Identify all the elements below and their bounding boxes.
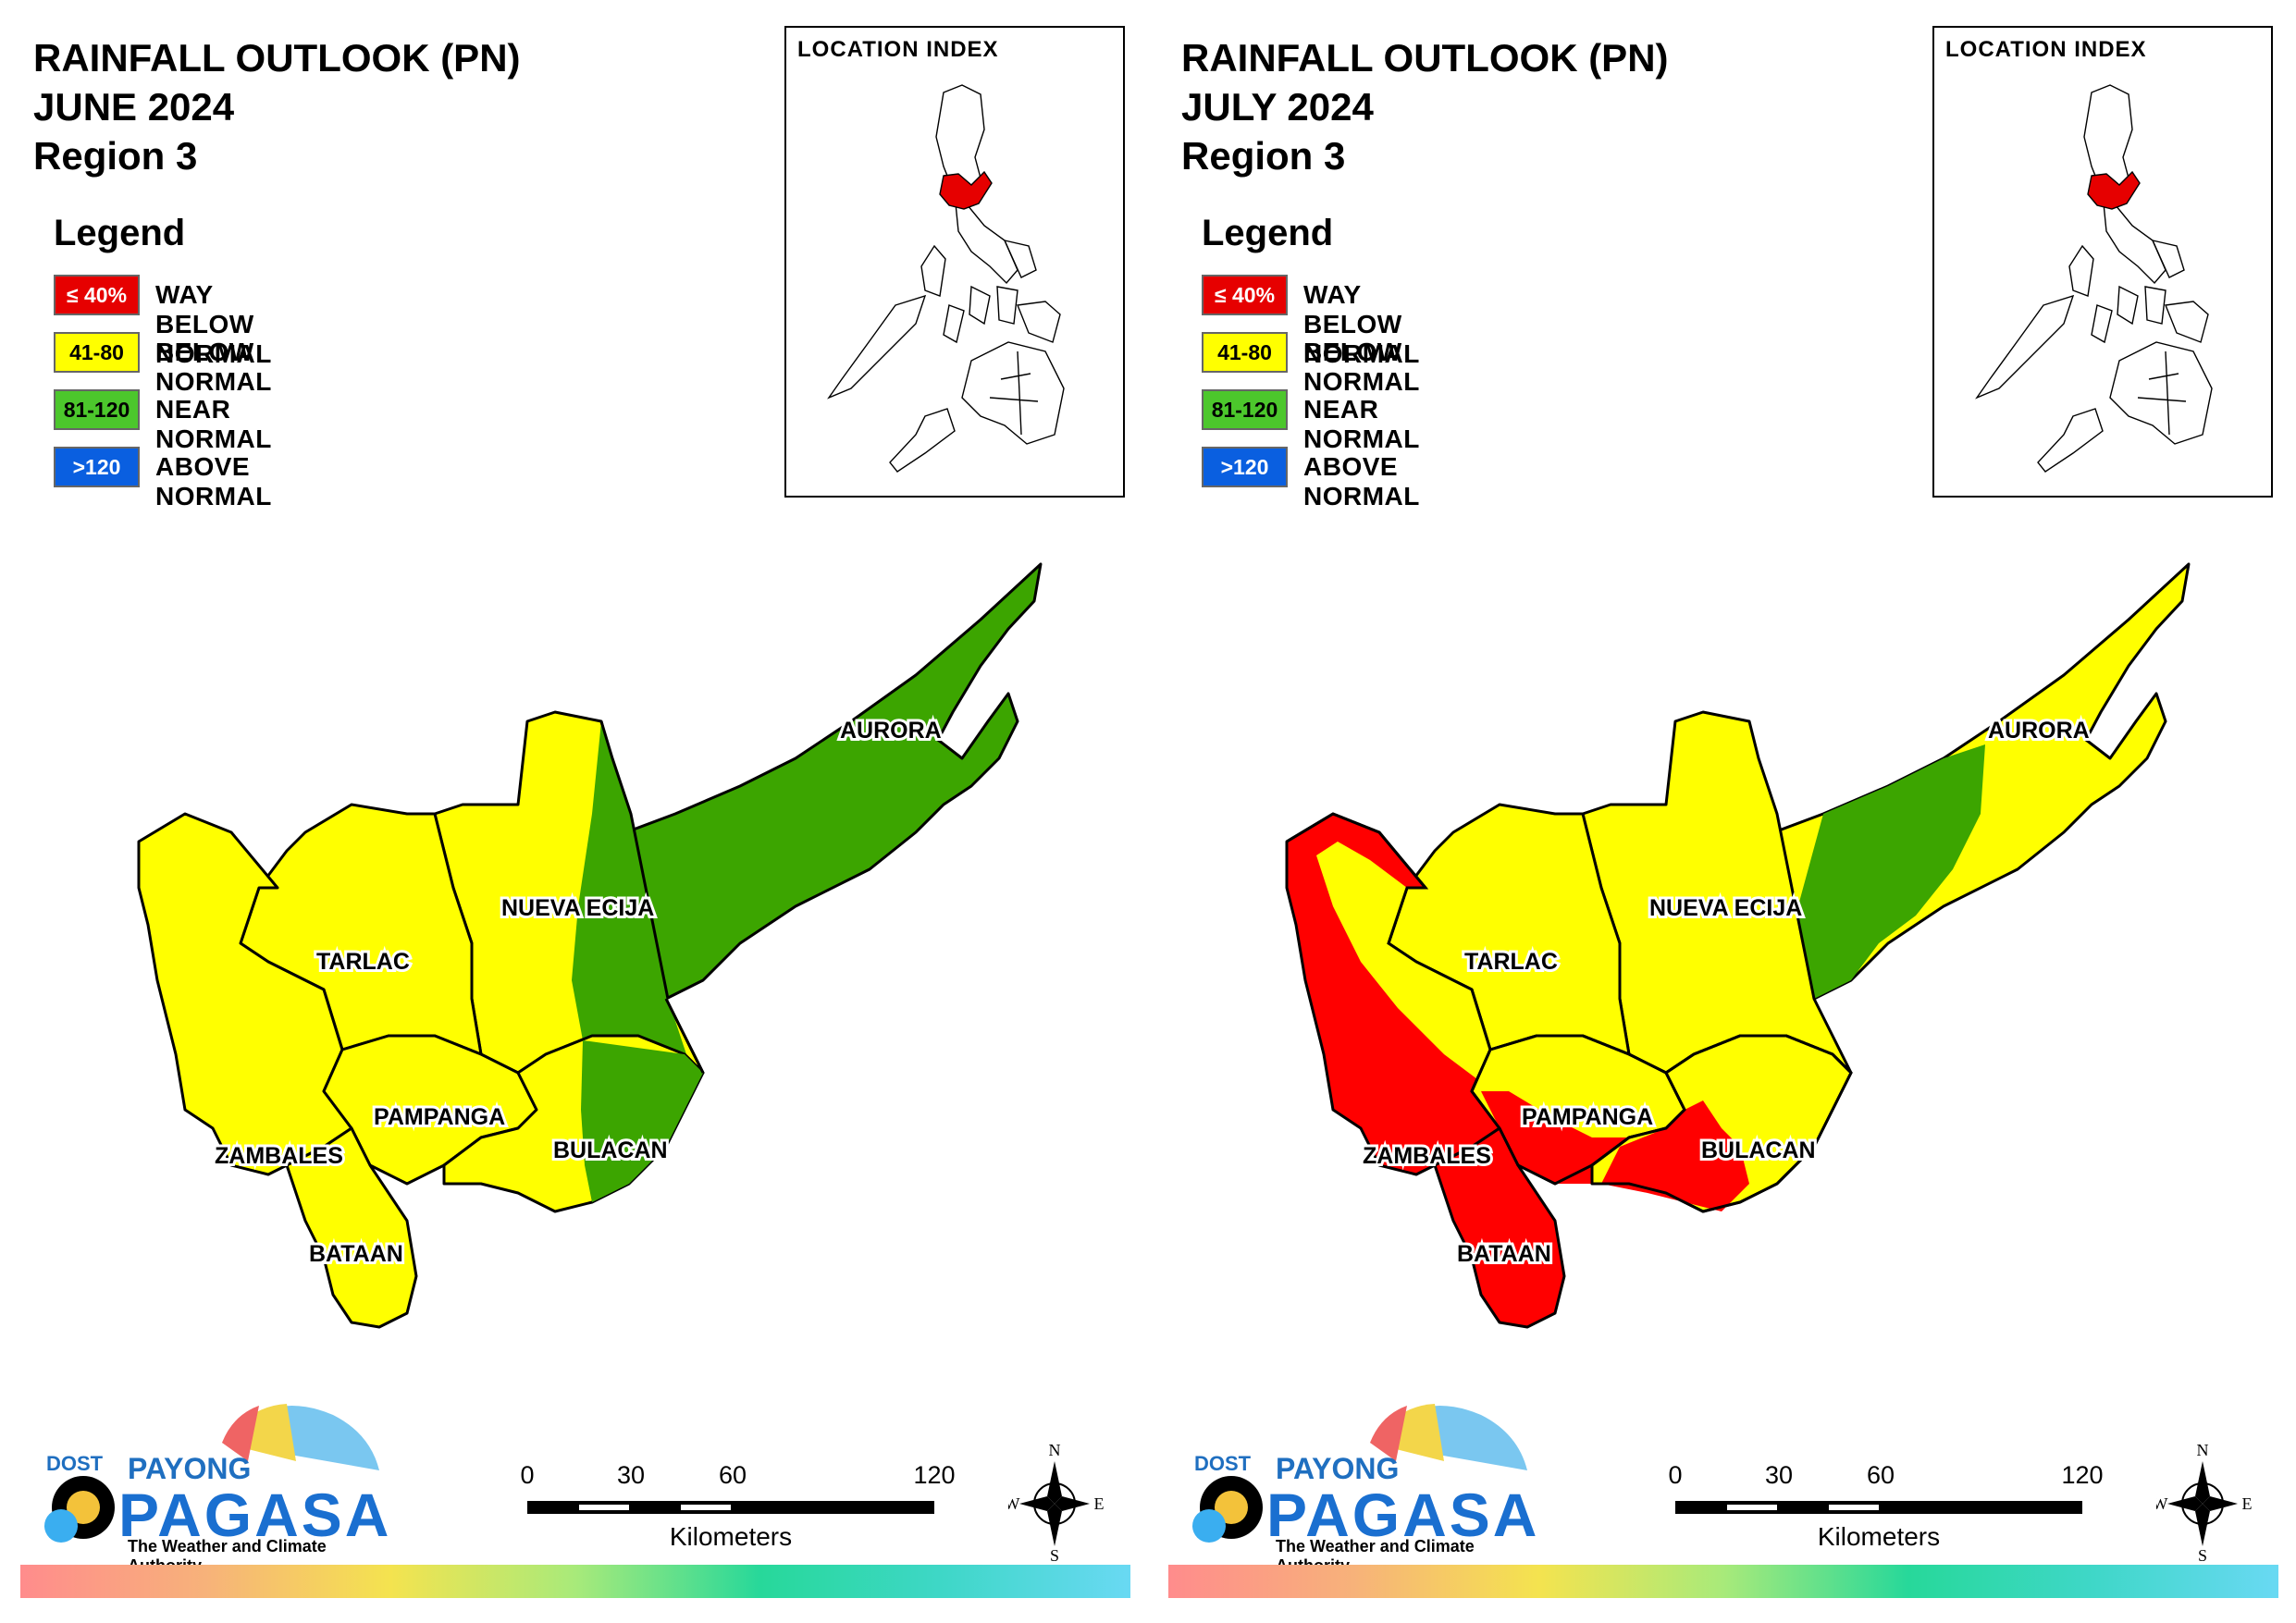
legend-item-near: 81-120 NEAR NORMAL [54, 389, 271, 453]
legend-label: NEAR NORMAL [155, 395, 272, 453]
province-label-tarlac: TARLAC [316, 949, 410, 975]
province-aurora-south [1796, 744, 1985, 999]
legend-label: ABOVE NORMAL [155, 452, 272, 510]
scale-tick: 120 [913, 1461, 956, 1489]
compass-s: S [1050, 1546, 1059, 1563]
legend-heading: Legend [54, 213, 186, 253]
legend-item-below: 41-80 BELOW NORMAL [1202, 332, 1419, 396]
province-label-pampanga: PAMPANGA [1522, 1104, 1653, 1130]
province-zambales-inner [1316, 842, 1509, 1082]
scale-unit: Kilometers [669, 1522, 793, 1551]
map-title: RAINFALL OUTLOOK (PN) JUNE 2024 Region 3 [33, 36, 521, 178]
umbrella-icon [44, 1404, 379, 1543]
logo-dost: DOST [46, 1452, 104, 1475]
footer-color-band [20, 1565, 1130, 1598]
scale-bar-graphic [527, 1501, 934, 1514]
legend: Legend ≤ 40% WAY BELOW NORMAL 41-80 BELO… [1202, 213, 1419, 510]
province-label-nueva-ecija: NUEVA ECIJA [501, 895, 654, 921]
scale-bar-graphic [1675, 1501, 2082, 1514]
compass-rose: N S W E [1005, 1441, 1110, 1568]
province-label-bataan: BATAAN [309, 1241, 403, 1267]
pagasa-logo: DOST PAYONG PAGASA The Weather and Clima… [1176, 1387, 1546, 1575]
pagasa-logo: DOST PAYONG PAGASA The Weather and Clima… [28, 1387, 398, 1575]
region3-map: AURORA NUEVA ECIJA TARLAC PAMPANGA BULAC… [137, 562, 1043, 1329]
logo-dost: DOST [1194, 1452, 1252, 1475]
scale-unit: Kilometers [1817, 1522, 1941, 1551]
province-label-bulacan: BULACAN [1701, 1137, 1816, 1163]
compass-n: N [2197, 1443, 2209, 1459]
logo-payong: PAYONG [1276, 1452, 1400, 1485]
logo-pagasa: PAGASA [1266, 1481, 1540, 1549]
province-bataan [285, 1126, 418, 1329]
legend-label: BELOW NORMAL [1303, 338, 1420, 396]
compass-icon: N S W E [2153, 1441, 2253, 1565]
province-aurora [599, 562, 1043, 1001]
legend-swatch: ≤ 40% [54, 275, 140, 315]
legend-item-below: 41-80 BELOW NORMAL [54, 332, 271, 396]
province-bulacan-southwest [1601, 1100, 1749, 1211]
scale-tick: 30 [1764, 1461, 1794, 1489]
legend-label: BELOW NORMAL [155, 338, 272, 396]
logo-payong: PAYONG [128, 1452, 252, 1485]
legend-swatch: 81-120 [54, 389, 140, 430]
legend-label: WAY BELOW NORMAL [1303, 280, 1420, 368]
philippines-index-map [1975, 84, 2213, 473]
province-label-tarlac: TARLAC [1464, 949, 1558, 975]
location-index: LOCATION INDEX [1932, 26, 2273, 498]
legend-swatch: ≤ 40% [1202, 275, 1288, 315]
scale-tick: 0 [1668, 1461, 1683, 1489]
scale-tick: 60 [1866, 1461, 1895, 1489]
province-bulacan-east [581, 1040, 703, 1202]
scale-tick: 60 [718, 1461, 747, 1489]
legend-label: NEAR NORMAL [1303, 395, 1420, 453]
outlook-panel-june: RAINFALL OUTLOOK (PN) JUNE 2024 Region 3… [20, 26, 1130, 1598]
legend-item-above: >120 ABOVE NORMAL [54, 447, 271, 510]
region3-map: AURORA NUEVA ECIJA TARLAC PAMPANGA BULAC… [1285, 562, 2191, 1329]
province-nueva-ecija-east [572, 721, 686, 1054]
province-label-nueva-ecija: NUEVA ECIJA [1649, 895, 1802, 921]
province-label-aurora: AURORA [1988, 718, 2090, 744]
legend-swatch: 41-80 [1202, 332, 1288, 373]
province-label-bulacan: BULACAN [553, 1137, 668, 1163]
province-label-aurora: AURORA [840, 718, 942, 744]
scale-bar: 0 30 60 120 Kilometers [1668, 1461, 2104, 1554]
compass-w: W [1008, 1494, 1020, 1513]
scale-tick: 120 [2061, 1461, 2104, 1489]
umbrella-icon [1192, 1404, 1527, 1543]
legend-swatch: 41-80 [54, 332, 140, 373]
legend-swatch: >120 [1202, 447, 1288, 487]
legend-heading: Legend [1202, 213, 1334, 253]
legend-item-way-below: ≤ 40% WAY BELOW NORMAL [1202, 275, 1419, 368]
legend-item-near: 81-120 NEAR NORMAL [1202, 389, 1419, 453]
compass-e: E [1094, 1494, 1105, 1513]
map-title: RAINFALL OUTLOOK (PN) JULY 2024 Region 3 [1181, 36, 1669, 178]
compass-n: N [1049, 1443, 1061, 1459]
compass-e: E [2242, 1494, 2253, 1513]
location-index: LOCATION INDEX [784, 26, 1125, 498]
legend-swatch: >120 [54, 447, 140, 487]
province-label-pampanga: PAMPANGA [374, 1104, 505, 1130]
location-index-label: LOCATION INDEX [797, 37, 999, 62]
legend-item-way-below: ≤ 40% WAY BELOW NORMAL [54, 275, 271, 368]
legend-swatch: 81-120 [1202, 389, 1288, 430]
legend-label: ABOVE NORMAL [1303, 452, 1420, 510]
legend-item-above: >120 ABOVE NORMAL [1202, 447, 1419, 510]
compass-s: S [2198, 1546, 2207, 1563]
footer-color-band [1168, 1565, 2278, 1598]
province-label-zambales: ZAMBALES [1363, 1143, 1491, 1169]
scale-tick: 30 [616, 1461, 646, 1489]
logo-pagasa: PAGASA [118, 1481, 392, 1549]
outlook-panel-july: RAINFALL OUTLOOK (PN) JULY 2024 Region 3… [1148, 0, 2296, 1623]
province-label-bataan: BATAAN [1457, 1241, 1551, 1267]
location-index-label: LOCATION INDEX [1945, 37, 2147, 62]
province-label-zambales: ZAMBALES [215, 1143, 343, 1169]
compass-w: W [2156, 1494, 2168, 1513]
scale-tick: 0 [520, 1461, 535, 1489]
philippines-index-map [827, 84, 1065, 473]
compass-icon: N S W E [1005, 1441, 1105, 1565]
compass-rose: N S W E [2153, 1441, 2258, 1568]
scale-bar: 0 30 60 120 Kilometers [520, 1461, 956, 1554]
legend: Legend ≤ 40% WAY BELOW NORMAL 41-80 BELO… [54, 213, 271, 510]
legend-label: WAY BELOW NORMAL [155, 280, 272, 368]
